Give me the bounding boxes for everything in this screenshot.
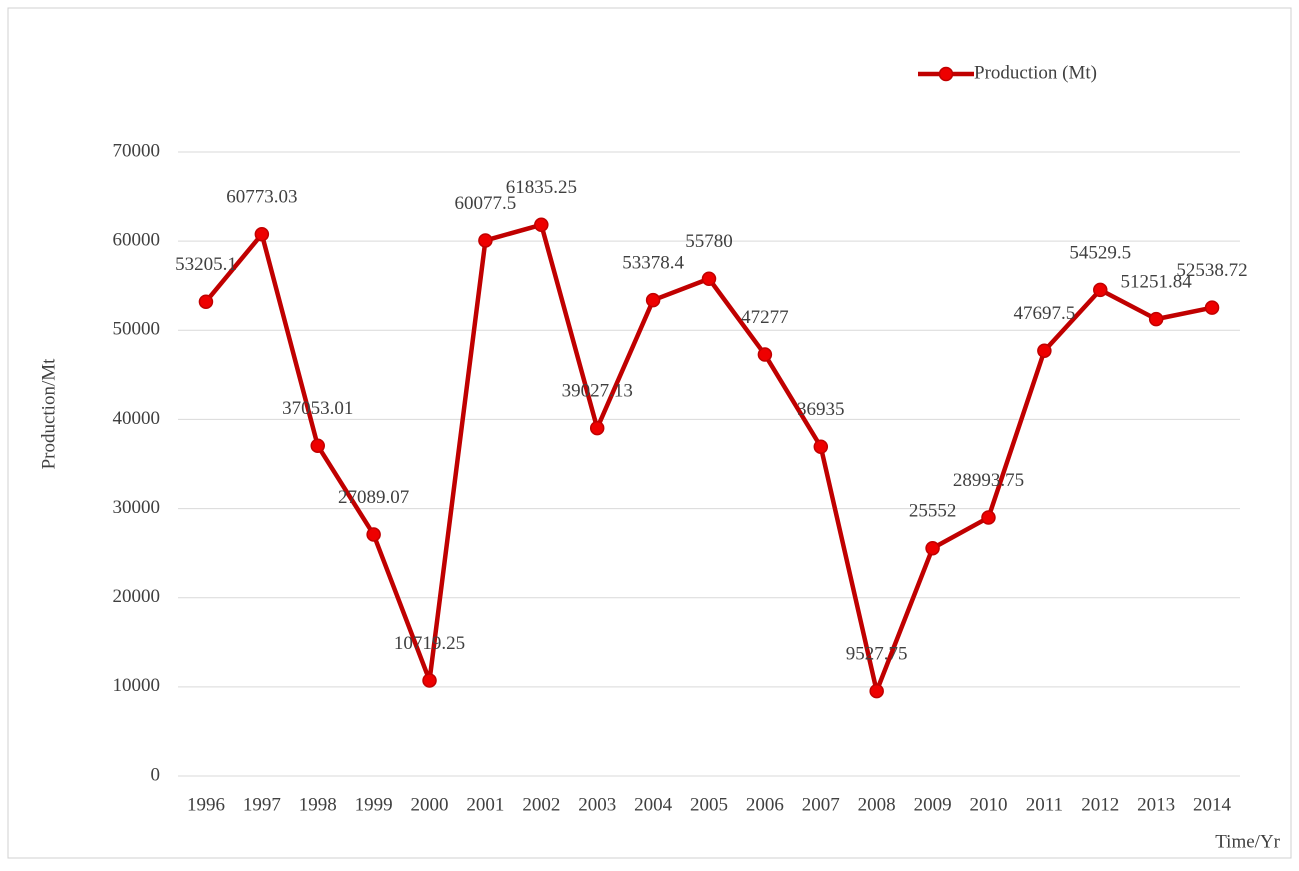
- y-axis-label: Production/Mt: [38, 358, 59, 470]
- chart: Production/Mt Time/Yr 0 10000 20000 30000 40…: [0, 0, 1299, 866]
- data-point: [1094, 283, 1107, 296]
- x-tick-label: 2005: [690, 794, 728, 815]
- data-point: [199, 295, 212, 308]
- x-tick-label: 2006: [746, 794, 784, 815]
- data-point: [535, 218, 548, 231]
- data-point: [1150, 313, 1163, 326]
- x-tick-label: 1997: [243, 794, 281, 815]
- data-point: [758, 348, 771, 361]
- data-point: [255, 228, 268, 241]
- data-label: 55780: [685, 231, 733, 252]
- data-point: [703, 272, 716, 285]
- x-tick-label: 2013: [1137, 794, 1175, 815]
- x-tick-label: 2014: [1193, 794, 1232, 815]
- data-label: 25552: [909, 501, 957, 522]
- x-tick-label: 2008: [858, 794, 896, 815]
- y-tick-label: 70000: [113, 140, 161, 161]
- x-axis-label: Time/Yr: [1215, 831, 1280, 852]
- chart-frame: [8, 8, 1291, 858]
- data-label: 47697.5: [1013, 303, 1075, 324]
- x-tick-label: 2010: [969, 794, 1007, 815]
- data-label: 61835.25: [506, 177, 577, 198]
- data-label: 60773.03: [226, 187, 297, 208]
- x-tick-label: 2012: [1081, 794, 1119, 815]
- data-point: [647, 294, 660, 307]
- legend-label: Production (Mt): [974, 62, 1097, 83]
- x-tick-label: 2011: [1026, 794, 1063, 815]
- y-tick-label: 50000: [113, 319, 161, 340]
- data-label: 53205.1: [175, 254, 237, 275]
- data-point: [591, 422, 604, 435]
- data-point: [479, 234, 492, 247]
- x-tick-label: 2000: [411, 794, 449, 815]
- x-tick-label: 1999: [355, 794, 393, 815]
- data-point: [1206, 301, 1219, 314]
- x-tick-label: 2004: [634, 794, 673, 815]
- x-tick-label: 2003: [578, 794, 616, 815]
- data-label: 52538.72: [1176, 260, 1247, 281]
- y-tick-label: 20000: [113, 586, 161, 607]
- data-point: [367, 528, 380, 541]
- data-point: [870, 685, 883, 698]
- x-tick-label: 2002: [522, 794, 560, 815]
- data-point: [311, 439, 324, 452]
- data-label: 28993.75: [953, 470, 1024, 491]
- x-tick-label: 1996: [187, 794, 225, 815]
- x-tick-label: 2007: [802, 794, 840, 815]
- y-tick-label: 60000: [113, 230, 161, 251]
- data-label: 10719.25: [394, 633, 465, 654]
- x-tick-label: 2001: [466, 794, 504, 815]
- data-label: 37053.01: [282, 398, 353, 419]
- data-label: 36935: [797, 399, 845, 420]
- y-tick-label: 40000: [113, 408, 161, 429]
- data-label: 9527.75: [846, 643, 908, 664]
- y-tick-label: 0: [151, 764, 161, 785]
- data-point: [1038, 344, 1051, 357]
- data-point: [982, 511, 995, 524]
- data-label: 53378.4: [622, 253, 684, 274]
- x-tick-label: 1998: [299, 794, 337, 815]
- x-tick-label: 2009: [914, 794, 952, 815]
- data-point: [926, 542, 939, 555]
- data-label: 27089.07: [338, 487, 409, 508]
- data-point: [423, 674, 436, 687]
- y-tick-label: 10000: [113, 675, 161, 696]
- data-label: 47277: [741, 307, 789, 328]
- data-label: 39027.13: [562, 380, 633, 401]
- y-tick-label: 30000: [113, 497, 161, 518]
- data-point: [814, 440, 827, 453]
- legend-marker: [940, 68, 953, 81]
- data-label: 54529.5: [1069, 242, 1131, 263]
